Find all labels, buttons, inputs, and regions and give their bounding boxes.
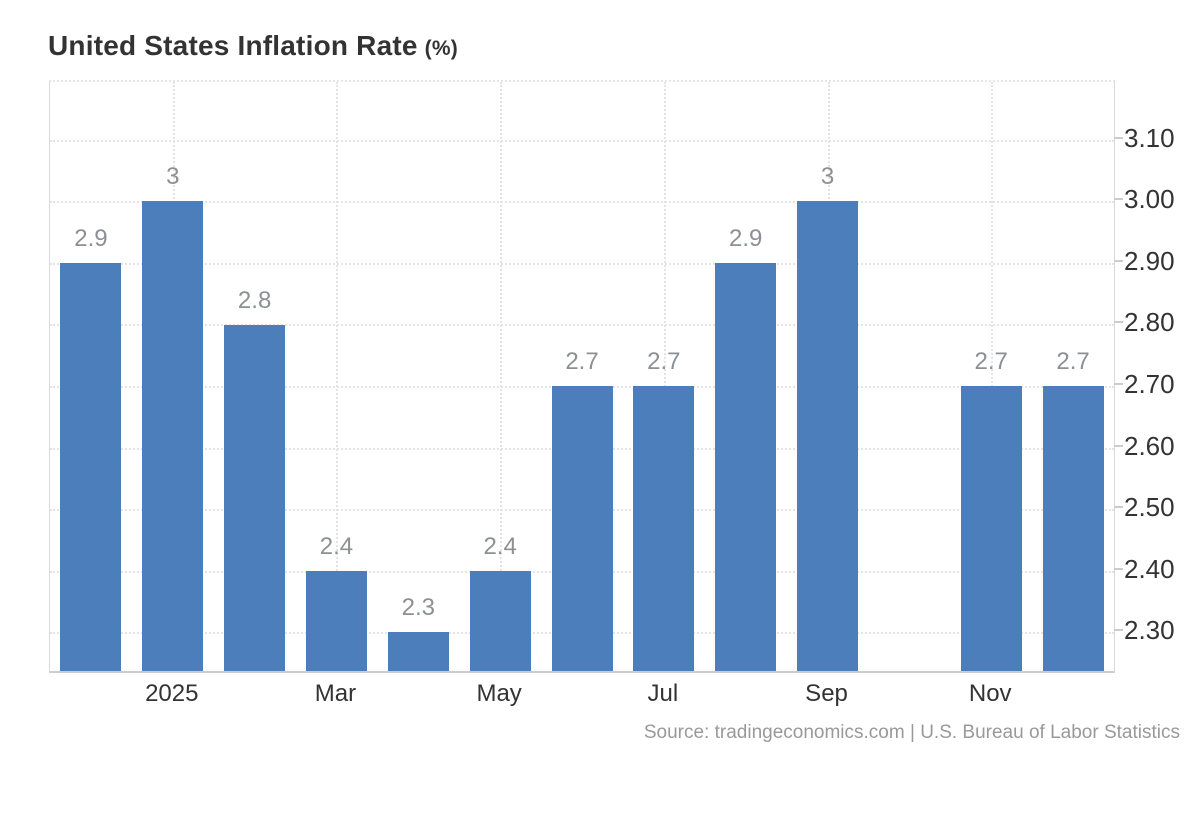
y-axis-label: 3.00 — [1124, 184, 1175, 215]
bar-Sep[interactable] — [797, 201, 859, 671]
y-gridline — [50, 139, 1114, 142]
bar-month-7[interactable] — [551, 386, 613, 671]
y-axis-tick — [1114, 198, 1123, 201]
bar-May[interactable] — [469, 570, 531, 671]
x-gridline — [663, 82, 666, 671]
y-axis-tick — [1114, 321, 1123, 324]
bar-month-3[interactable] — [224, 324, 286, 671]
bar-value-label: 2.8 — [237, 286, 272, 314]
y-gridline — [50, 262, 1114, 265]
x-axis-label: 2025 — [145, 680, 199, 707]
y-axis-label: 2.40 — [1124, 553, 1175, 584]
y-axis-tick — [1114, 136, 1123, 139]
y-axis-label: 2.90 — [1124, 245, 1175, 276]
y-axis-tick — [1114, 629, 1123, 632]
bar-value-label: 2.4 — [319, 532, 354, 560]
y-axis-tick — [1114, 259, 1123, 262]
bar-value-label: 2.3 — [401, 594, 435, 622]
bar-value-label: 3 — [820, 163, 835, 191]
y-axis-label: 2.30 — [1124, 615, 1175, 646]
y-axis-tick — [1114, 567, 1123, 570]
bar-value-label: 2.9 — [74, 224, 108, 252]
x-axis-label: Jul — [647, 680, 679, 707]
bar-month-13[interactable] — [1042, 386, 1104, 671]
y-gridline — [50, 324, 1114, 327]
bar-value-label: 2.7 — [565, 348, 599, 376]
y-axis-label: 2.80 — [1124, 307, 1175, 338]
bar-2025[interactable] — [142, 201, 204, 671]
y-axis-label: 2.60 — [1124, 430, 1175, 461]
bar-Mar[interactable] — [305, 570, 367, 671]
bar-value-label: 2.7 — [647, 348, 681, 376]
chart-title-unit: (%) — [424, 37, 458, 60]
bar-month-5[interactable] — [387, 632, 449, 671]
x-axis-label: Nov — [968, 680, 1012, 707]
plot-area: 2.9 3 2.8 2.4 2.3 2.4 2.7 2.7 2.9 3 2.7 2.7 — [49, 80, 1115, 673]
bar-value-label: 2.9 — [729, 224, 763, 252]
x-gridline — [336, 82, 339, 671]
x-axis-label: Mar — [314, 680, 357, 707]
bar-value-label: 3 — [166, 163, 180, 191]
y-gridline — [50, 201, 1114, 204]
bar-value-label: 2.7 — [974, 348, 1008, 376]
x-axis-label: May — [476, 680, 522, 707]
x-gridline — [500, 82, 503, 671]
y-axis-label: 2.70 — [1124, 369, 1175, 400]
y-axis-label: 3.10 — [1124, 122, 1175, 153]
bar-value-label: 2.4 — [483, 532, 517, 560]
y-axis-tick — [1114, 383, 1123, 386]
chart-title: United States Inflation Rate (%) — [48, 30, 458, 62]
x-gridline — [991, 82, 994, 671]
bar-Jul[interactable] — [633, 386, 695, 671]
source-attribution: Source: tradingeconomics.com | U.S. Bure… — [643, 722, 1180, 743]
y-axis-label: 2.50 — [1124, 492, 1175, 523]
x-axis-label: Sep — [805, 680, 848, 707]
bar-month-1[interactable] — [60, 262, 122, 671]
bar-value-label: 2.7 — [1056, 348, 1090, 376]
y-axis-tick — [1114, 444, 1123, 447]
bar-month-9[interactable] — [715, 262, 777, 671]
bar-Nov[interactable] — [960, 386, 1022, 671]
chart-title-text: United States Inflation Rate — [48, 30, 418, 61]
y-axis-tick — [1114, 506, 1123, 509]
